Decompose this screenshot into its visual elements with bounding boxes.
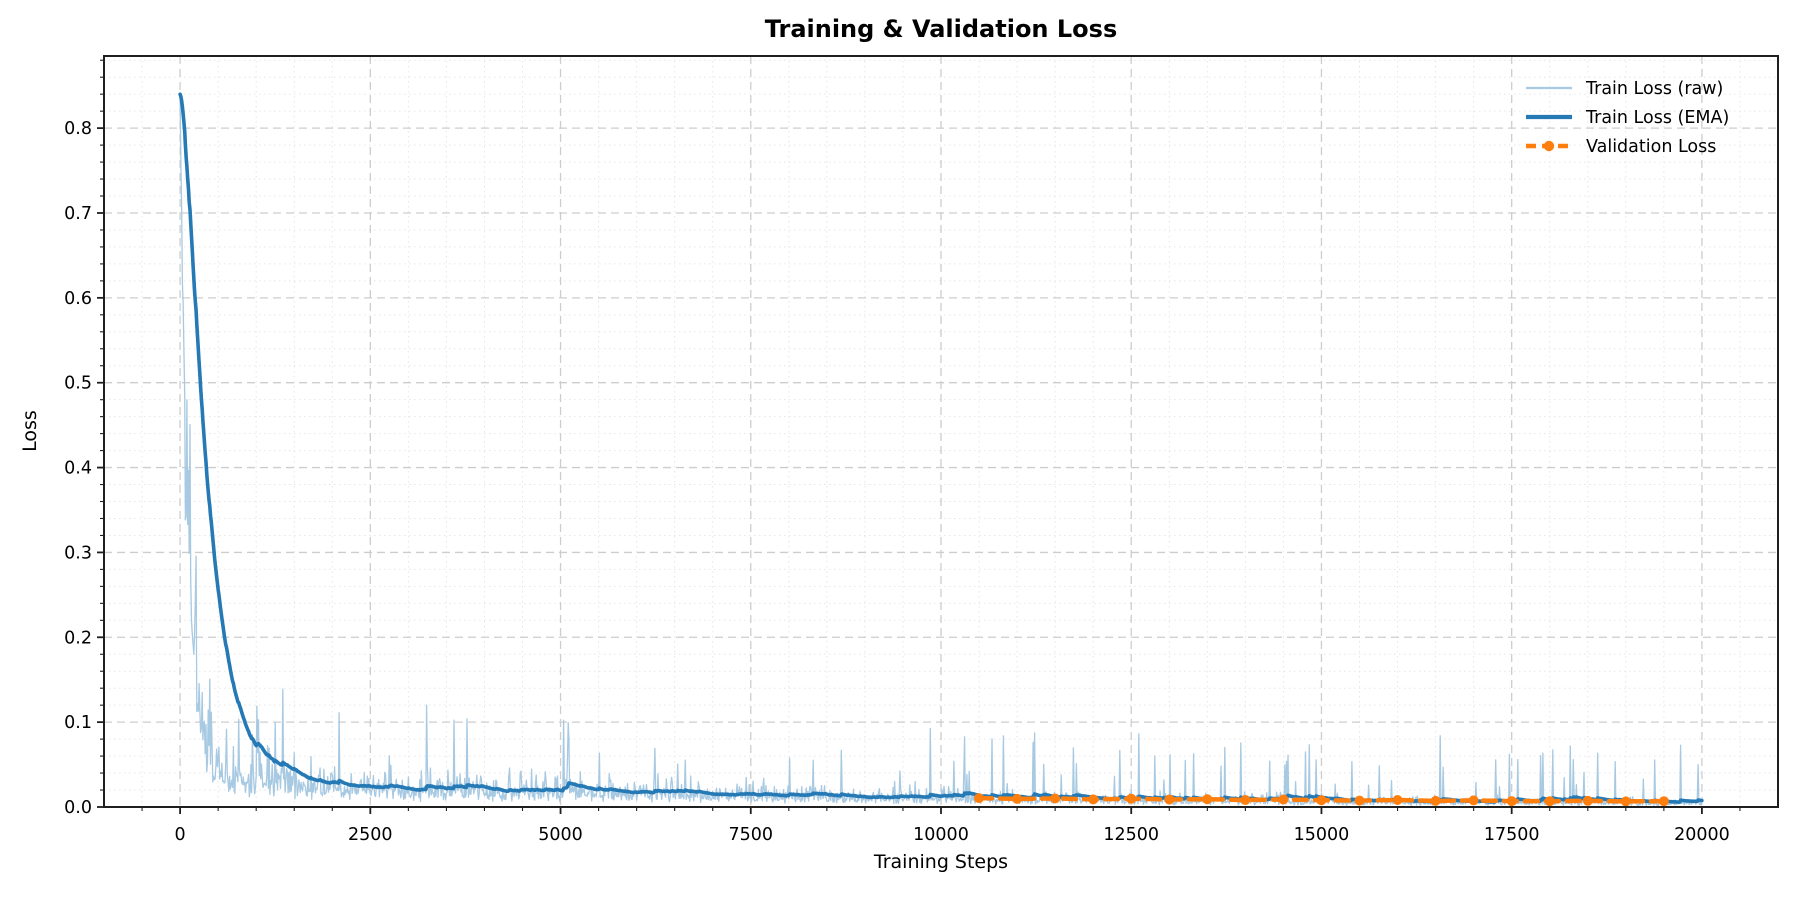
y-tick-label: 0.4 [64, 459, 92, 479]
validation-loss-marker [1164, 794, 1175, 805]
validation-loss-marker [1240, 795, 1251, 805]
axis-ticks [97, 59, 1741, 814]
y-tick-label: 0.6 [64, 289, 92, 309]
validation-loss-marker [1012, 793, 1023, 804]
validation-loss-marker [1582, 795, 1593, 806]
series-layer [178, 92, 1704, 806]
y-tick-label: 0.8 [64, 119, 92, 139]
legend-entry-train-ema: Train Loss (EMA) [1526, 108, 1729, 128]
validation-loss-marker [1544, 796, 1555, 806]
legend-label-validation: Validation Loss [1586, 137, 1716, 157]
x-tick-label: 7500 [728, 825, 773, 845]
x-tick-label: 2500 [348, 825, 393, 845]
y-tick-label: 0.0 [64, 798, 92, 818]
x-tick-label: 20000 [1674, 825, 1730, 845]
legend-label-train-ema: Train Loss (EMA) [1585, 108, 1729, 128]
legend-label-train-raw: Train Loss (raw) [1585, 79, 1723, 99]
validation-loss-marker [1430, 795, 1441, 806]
validation-loss-marker [1354, 795, 1365, 806]
major-gridlines [104, 56, 1778, 807]
validation-loss-marker [974, 793, 984, 804]
validation-loss-marker [1506, 796, 1517, 806]
validation-loss-marker [1202, 794, 1213, 805]
validation-loss-marker [1316, 795, 1327, 806]
y-tick-label: 0.2 [64, 628, 92, 648]
validation-loss-marker [1088, 794, 1099, 805]
validation-loss-marker [1050, 793, 1061, 804]
validation-loss-marker [1620, 796, 1631, 806]
legend-entry-train-raw: Train Loss (raw) [1526, 79, 1723, 99]
validation-loss-marker [1392, 795, 1403, 805]
validation-loss-marker [1658, 796, 1669, 806]
y-tick-label: 0.1 [64, 713, 92, 733]
x-tick-label: 12500 [1103, 825, 1159, 845]
x-axis-label: Training Steps [873, 851, 1008, 873]
validation-loss-marker [1126, 793, 1137, 804]
x-tick-label: 10000 [913, 825, 969, 845]
y-tick-label: 0.7 [64, 204, 92, 224]
validation-loss-marker [1278, 794, 1289, 805]
x-tick-label: 0 [175, 825, 186, 845]
x-tick-label: 5000 [538, 825, 583, 845]
y-tick-label: 0.3 [64, 543, 92, 563]
validation-loss-marker [1468, 795, 1479, 806]
legend-sample-validation-marker [1543, 140, 1555, 152]
legend: Train Loss (raw) Train Loss (EMA) Valida… [1526, 79, 1729, 157]
chart-title: Training & Validation Loss [765, 15, 1117, 43]
legend-entry-validation: Validation Loss [1526, 137, 1716, 157]
y-tick-label: 0.5 [64, 374, 92, 394]
minor-gridlines [104, 56, 1778, 807]
x-tick-label: 17500 [1484, 825, 1540, 845]
y-axis-label: Loss [19, 410, 41, 452]
axis-tick-labels: 0 2500 5000 7500 10000 12500 15000 17500 20000 0.… [64, 119, 1730, 845]
x-tick-label: 15000 [1294, 825, 1350, 845]
